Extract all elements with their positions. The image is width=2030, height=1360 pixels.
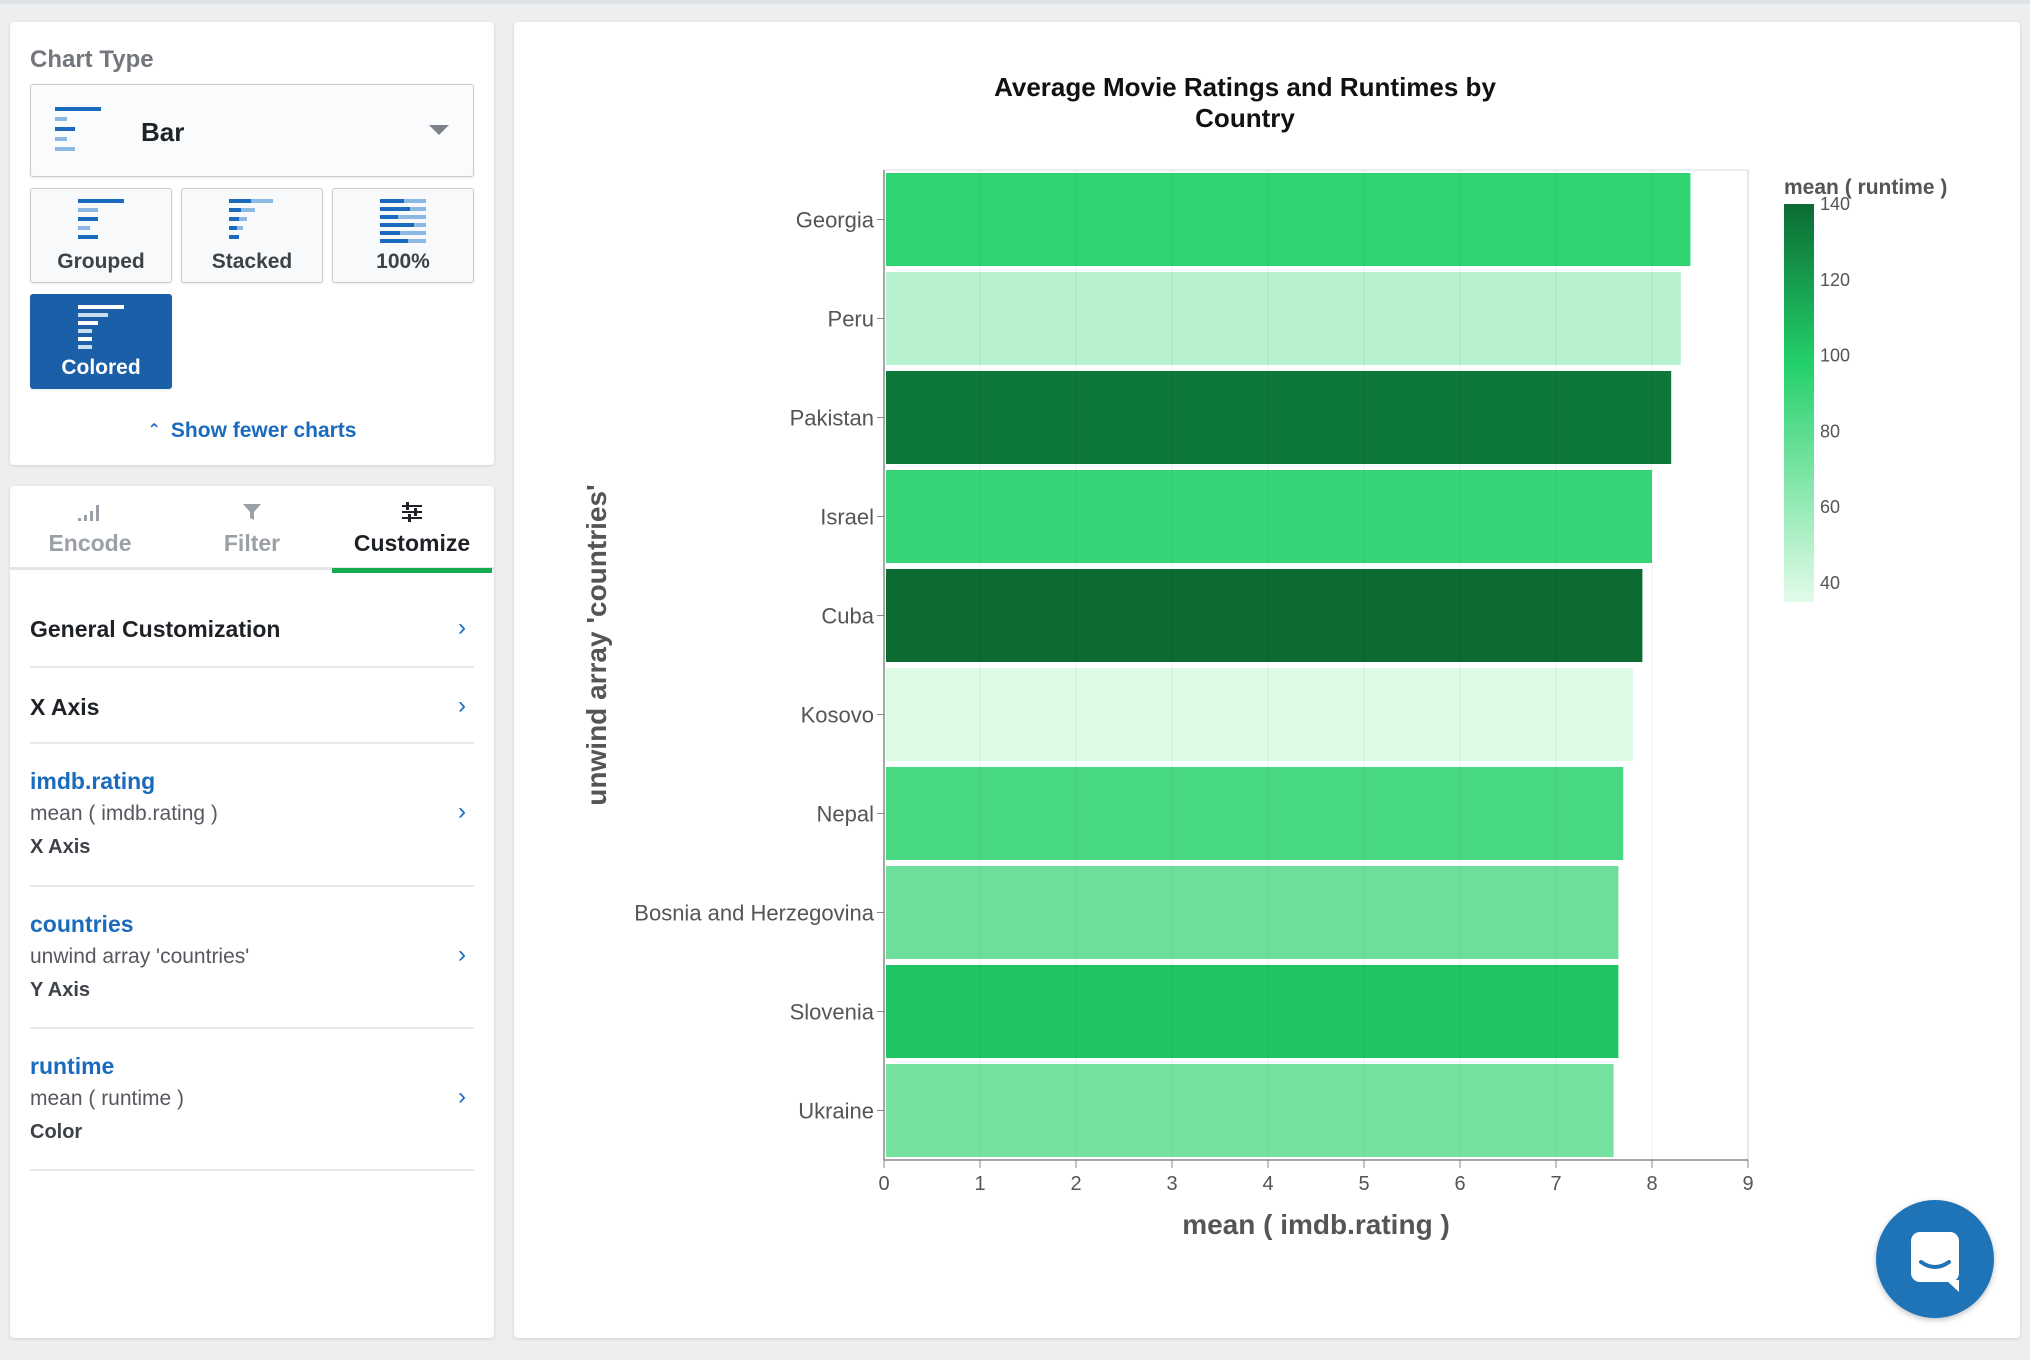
bar-chart-icon xyxy=(55,107,105,158)
x-axis-row[interactable]: X Axis › xyxy=(30,668,474,744)
y-tick-label: Georgia xyxy=(796,208,875,233)
chart-type-dropdown[interactable]: Bar xyxy=(30,84,474,177)
bar xyxy=(886,767,1624,860)
grouped-bar-icon xyxy=(78,199,126,248)
field-aggregation: unwind array 'countries' xyxy=(30,945,250,968)
chevron-up-icon: ⌃ xyxy=(147,422,161,439)
filter-icon xyxy=(172,502,332,524)
chart-type-selected: Bar xyxy=(141,117,185,147)
percent-bar-icon xyxy=(380,199,428,248)
x-tick-label: 1 xyxy=(974,1173,985,1195)
encode-icon xyxy=(10,502,170,524)
tab-encode[interactable]: Encode xyxy=(10,486,170,570)
x-tick-label: 7 xyxy=(1550,1173,1561,1195)
bar xyxy=(886,668,1633,761)
y-tick-label: Ukraine xyxy=(798,1099,874,1124)
y-tick-label: Israel xyxy=(820,505,874,530)
y-tick-label: Pakistan xyxy=(790,406,874,431)
legend-tick-label: 40 xyxy=(1820,573,1840,593)
y-tick-label: Bosnia and Herzegovina xyxy=(634,901,874,926)
top-strip xyxy=(0,0,2030,4)
legend-tick-label: 120 xyxy=(1820,270,1850,290)
field-name: countries xyxy=(30,911,134,937)
field-role: X Axis xyxy=(30,836,91,858)
tab-encode-label: Encode xyxy=(48,530,132,556)
variant-stacked-button[interactable]: Stacked xyxy=(181,188,323,283)
x-tick-label: 8 xyxy=(1646,1173,1657,1195)
x-tick-label: 6 xyxy=(1454,1173,1465,1195)
variant-100-percent-button[interactable]: 100% xyxy=(332,188,474,283)
chevron-right-icon: › xyxy=(458,1083,466,1110)
legend-tick-label: 80 xyxy=(1820,421,1840,441)
field-row-runtime[interactable]: runtime mean ( runtime ) Color › xyxy=(30,1029,474,1171)
legend-tick-label: 100 xyxy=(1820,346,1850,366)
general-customization-row[interactable]: General Customization › xyxy=(30,586,474,668)
y-tick-label: Kosovo xyxy=(801,703,874,728)
general-customization-label: General Customization xyxy=(30,616,281,642)
colored-bar-icon xyxy=(78,305,126,356)
field-role: Y Axis xyxy=(30,979,91,1001)
x-tick-label: 9 xyxy=(1742,1173,1753,1195)
field-row-imdb-rating[interactable]: imdb.rating mean ( imdb.rating ) X Axis … xyxy=(30,744,474,887)
x-tick-label: 0 xyxy=(878,1173,889,1195)
chart-panel: Average Movie Ratings and Runtimes by Co… xyxy=(514,22,2020,1338)
x-tick-label: 4 xyxy=(1262,1173,1273,1195)
bar xyxy=(886,965,1619,1058)
x-axis-title: mean ( imdb.rating ) xyxy=(1182,1209,1450,1240)
chart-type-label: Chart Type xyxy=(30,46,154,73)
chevron-right-icon: › xyxy=(458,941,466,968)
bar xyxy=(886,866,1619,959)
tab-customize[interactable]: Customize xyxy=(332,486,492,573)
legend-color-bar xyxy=(1784,204,1814,602)
field-role: Color xyxy=(30,1121,83,1143)
chat-button[interactable] xyxy=(1876,1200,1994,1318)
chevron-right-icon: › xyxy=(458,692,466,719)
settings-panel: Encode Filter Customize General Customiz… xyxy=(10,486,494,1338)
x-tick-label: 3 xyxy=(1166,1173,1177,1195)
tab-bar: Encode Filter Customize xyxy=(10,486,494,573)
y-tick-label: Cuba xyxy=(821,604,874,629)
legend-title: mean ( runtime ) xyxy=(1784,176,1947,199)
x-tick-label: 5 xyxy=(1358,1173,1369,1195)
tab-filter[interactable]: Filter xyxy=(172,486,332,570)
bar xyxy=(886,173,1691,266)
bar xyxy=(886,1064,1614,1157)
tab-filter-label: Filter xyxy=(223,530,281,556)
field-aggregation: mean ( runtime ) xyxy=(30,1087,185,1110)
x-tick-label: 2 xyxy=(1070,1173,1081,1195)
variant-100-percent-label: 100% xyxy=(376,250,430,273)
chat-icon xyxy=(1911,1232,1959,1292)
sliders-icon xyxy=(332,502,492,524)
chevron-right-icon: › xyxy=(458,614,466,641)
chart-type-panel: Chart Type Bar Grouped xyxy=(10,22,494,465)
field-name: imdb.rating xyxy=(30,768,156,794)
legend-tick-label: 140 xyxy=(1820,194,1850,214)
bar xyxy=(886,272,1681,365)
field-row-countries[interactable]: countries unwind array 'countries' Y Axi… xyxy=(30,887,474,1029)
chart-title: Average Movie Ratings and Runtimes by Co… xyxy=(994,72,1496,133)
variant-colored-button[interactable]: Colored xyxy=(30,294,172,389)
y-tick-label: Nepal xyxy=(817,802,874,827)
variant-stacked-label: Stacked xyxy=(211,250,293,273)
field-name: runtime xyxy=(30,1053,115,1079)
x-axis-label: X Axis xyxy=(30,694,100,720)
chevron-right-icon: › xyxy=(458,798,466,825)
variant-colored-label: Colored xyxy=(61,356,141,379)
bar xyxy=(886,371,1672,464)
legend-tick-label: 60 xyxy=(1820,497,1840,517)
show-fewer-charts-link[interactable]: ⌃ Show fewer charts xyxy=(10,419,494,443)
field-aggregation: mean ( imdb.rating ) xyxy=(30,802,218,825)
bar-chart: Georgia Peru Pakistan Israel Cuba Kosovo Nepal… xyxy=(581,169,1947,1240)
variant-grouped-label: Grouped xyxy=(57,250,145,273)
chevron-down-icon xyxy=(429,125,449,135)
y-axis-title: unwind array 'countries' xyxy=(581,484,612,805)
tab-customize-label: Customize xyxy=(353,530,471,556)
bar xyxy=(886,470,1652,563)
bar xyxy=(886,569,1643,662)
stacked-bar-icon xyxy=(229,199,277,248)
y-tick-label: Peru xyxy=(828,307,874,332)
variant-grouped-button[interactable]: Grouped xyxy=(30,188,172,283)
y-tick-label: Slovenia xyxy=(790,1000,875,1025)
show-fewer-label: Show fewer charts xyxy=(170,419,357,442)
